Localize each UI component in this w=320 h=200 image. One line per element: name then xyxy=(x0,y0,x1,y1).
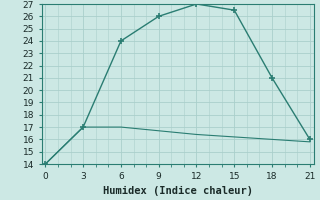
X-axis label: Humidex (Indice chaleur): Humidex (Indice chaleur) xyxy=(103,186,252,196)
